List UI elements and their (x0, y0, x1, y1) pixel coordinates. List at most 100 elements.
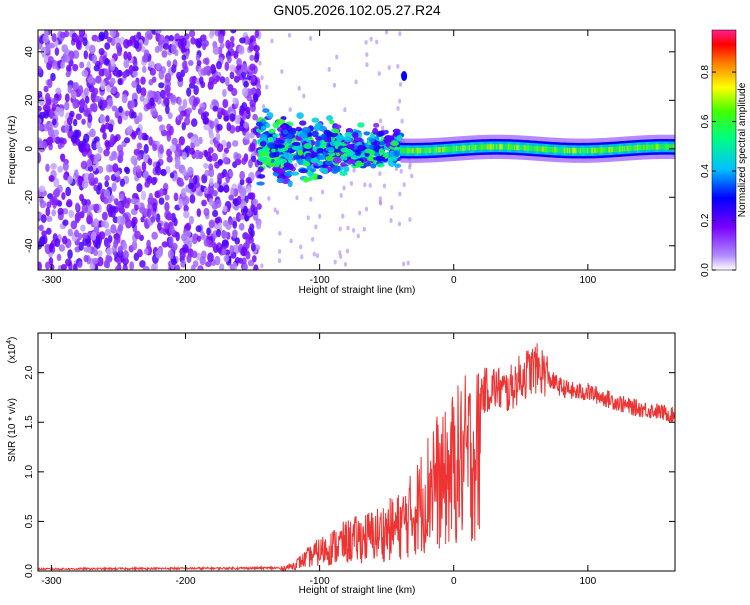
spectrogram-speckle (175, 158, 181, 167)
spectrogram-speckle (203, 238, 210, 247)
spectrogram-speckle (199, 76, 204, 85)
spectrogram-band-core (628, 145, 631, 152)
spectrogram-band-core (446, 146, 449, 152)
spectrogram-band-core (485, 144, 488, 150)
spectrogram-speckle (311, 236, 315, 242)
spectrogram-speckle (397, 221, 402, 227)
spectrogram-band-core (592, 147, 595, 154)
spectrogram-band-core (551, 147, 554, 153)
spectrogram-band-core (556, 147, 559, 153)
spectrogram-band-core (483, 144, 486, 150)
spectrogram-speckle (221, 230, 228, 239)
x-tick-label: -100 (310, 275, 330, 286)
spectrogram-speckle (211, 99, 218, 106)
spectrogram-speckle (254, 53, 260, 63)
spectrogram-speckle (243, 121, 250, 129)
spectrogram-speckle (168, 236, 174, 246)
spectrogram-band-core (445, 146, 448, 153)
spectrogram-speckle (183, 210, 190, 219)
spectrogram-band-cell (390, 140, 399, 147)
spectrogram-band-core (623, 146, 626, 152)
spectrogram-speckle (221, 248, 227, 255)
spectrogram-speckle (162, 38, 170, 46)
spectrogram-band-core (427, 147, 430, 154)
spectrogram-band-core (606, 147, 609, 153)
spectrogram-speckle (236, 58, 242, 66)
spectrogram-speckle (205, 151, 212, 162)
spectrogram-band-core (594, 147, 597, 154)
spectrogram-speckle (182, 244, 189, 253)
spectrogram-band-cell (385, 140, 391, 148)
spectrogram-band-core (609, 147, 612, 153)
spectrogram-speckle (346, 225, 350, 231)
spectrogram-speckle (183, 65, 189, 74)
spectrogram-speckle (82, 37, 88, 47)
spectrogram-speckle (228, 170, 234, 178)
spectrogram-band-core (672, 144, 675, 150)
spectrogram-speckle (242, 205, 249, 214)
spectrogram-band-cell (299, 131, 308, 139)
colorbar-ticks: 0.0 0.2 0.4 0.6 0.8 (700, 65, 736, 277)
spectrogram-band-core (574, 148, 577, 154)
spectrogram-speckle (229, 244, 235, 254)
spectrogram-speckle (222, 88, 227, 98)
spectrogram-speckle (93, 184, 98, 192)
spectrogram-speckle (65, 186, 72, 197)
spectrogram-speckle (236, 195, 242, 206)
spectrogram-speckle (189, 76, 196, 85)
spectrogram-speckle (61, 192, 66, 200)
spectrogram-speckle (343, 261, 348, 267)
spectrogram-speckle (39, 235, 46, 246)
spectrogram-speckle (193, 139, 201, 147)
spectrogram-band-core (486, 144, 489, 150)
spectrogram-band-core (624, 145, 627, 152)
spectrogram-band-cell (292, 141, 301, 146)
x-tick-label: 0 (451, 576, 457, 587)
spectrogram-band-core (642, 144, 645, 151)
spectrogram-speckle (275, 210, 280, 215)
spectrogram-speckle (230, 36, 235, 43)
spectrogram-speckle (107, 97, 113, 107)
spectrogram-band-core (418, 148, 421, 154)
spectrogram-speckle (123, 38, 130, 49)
spectrogram-speckle (67, 84, 73, 94)
spectrogram-band-core (532, 145, 535, 152)
spectrogram-band-cell (272, 133, 279, 138)
spectrogram-speckle (68, 210, 74, 218)
spectrogram-speckle (110, 224, 117, 234)
spectrogram-band-core (432, 147, 435, 153)
spectrogram-speckle (225, 39, 231, 49)
spectrogram-speckle (287, 32, 292, 38)
spectrogram-band-core (608, 147, 611, 153)
spectrogram-band-core (536, 146, 539, 152)
spectrogram-band-cell (317, 160, 324, 166)
spectrogram-band-core (598, 147, 601, 153)
spectrogram-speckle (234, 237, 241, 245)
spectrogram-band-cell (332, 157, 342, 164)
spectrogram-band-core (506, 144, 509, 150)
spectrogram-blip (401, 71, 408, 82)
spectrogram-speckle (181, 151, 188, 160)
spectrogram-speckle (49, 263, 55, 270)
spectrogram-speckle (232, 97, 238, 105)
spectrogram-speckle (241, 257, 247, 265)
x-tick-label: -200 (176, 275, 196, 286)
spectrogram-speckle (57, 165, 63, 173)
spectrogram-speckle (184, 230, 192, 238)
spectrogram-speckle (58, 244, 66, 252)
spectrogram-band-core (568, 147, 571, 154)
spectrogram-speckle (302, 93, 306, 99)
spectrogram-speckle (155, 62, 162, 71)
spectrogram-speckle (166, 155, 173, 163)
spectrogram-band-core (451, 146, 454, 152)
spectrogram-band-core (524, 145, 527, 151)
spectrogram-band-core (626, 145, 629, 152)
spectrogram-band-core (597, 147, 600, 153)
spectrogram-speckle (54, 136, 61, 145)
spectrogram-speckle (254, 30, 260, 39)
spectrogram-speckle (221, 239, 229, 246)
spectrogram-speckle (152, 143, 158, 152)
spectrogram-band-cell (373, 144, 381, 152)
spectrogram-speckle (203, 123, 210, 131)
spectrogram-band-core (528, 145, 531, 151)
